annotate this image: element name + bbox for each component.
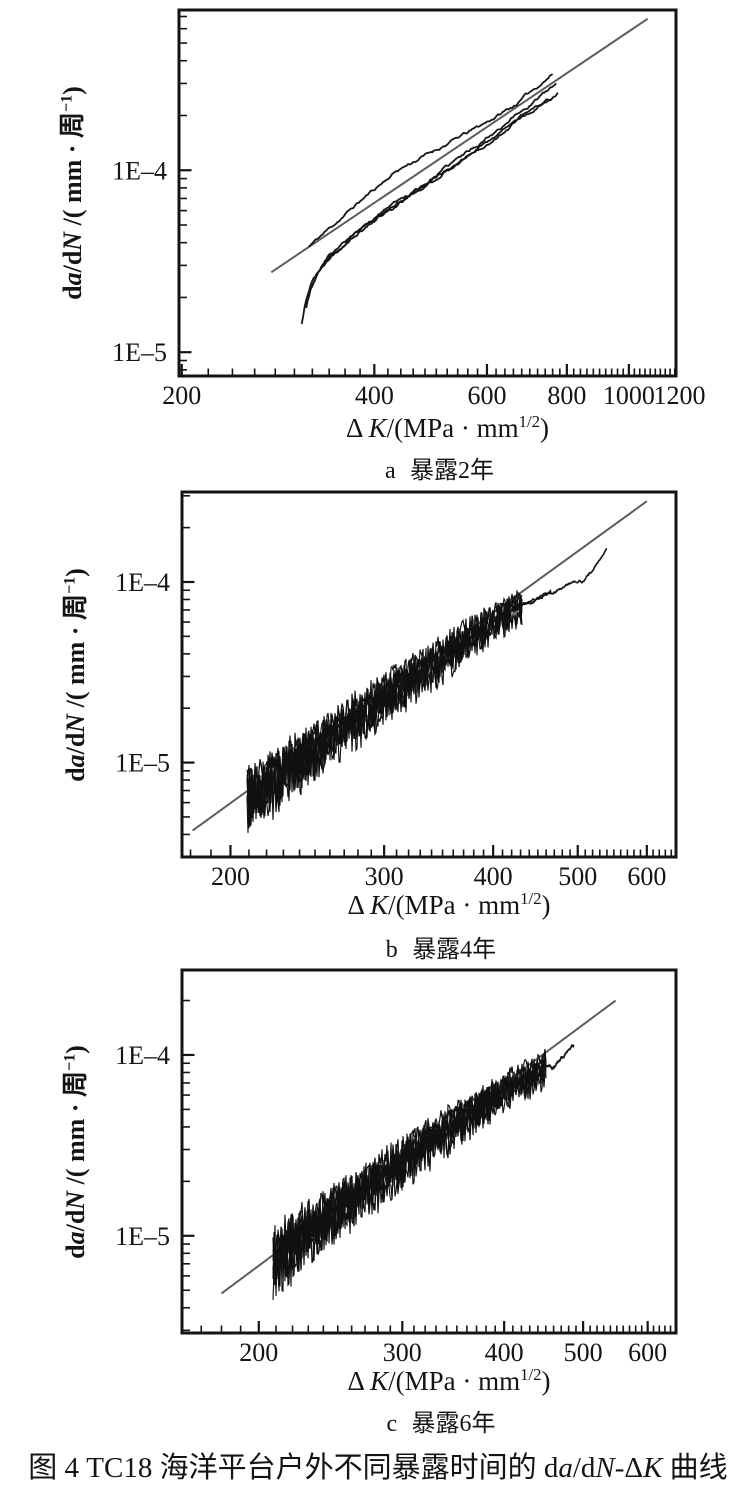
paris-fit-line xyxy=(270,17,649,274)
panel-caption-text: 暴露6年 xyxy=(411,1411,496,1437)
y-tick-label: 1E–4 xyxy=(115,1041,170,1070)
panel-b-caption: b 暴露4年 xyxy=(194,929,688,964)
y-tick-label: 1E–4 xyxy=(115,568,170,597)
y-axis-label-text: da/dN /( mm · 周−1) xyxy=(61,567,90,782)
x-tick-label: 800 xyxy=(547,381,586,410)
upper-tail-curve xyxy=(545,1044,575,1071)
x-tick-label: 200 xyxy=(239,1338,278,1367)
panel-a-caption: a 暴露2年 xyxy=(191,450,688,485)
y-tick-label: 1E–5 xyxy=(115,1222,170,1251)
panel-caption-text: 暴露2年 xyxy=(410,458,495,484)
x-tick-label: 300 xyxy=(365,862,404,891)
plot-border xyxy=(180,968,678,1335)
series-group xyxy=(270,17,649,325)
x-tick-label: 600 xyxy=(628,1338,667,1367)
y-axis-label: da/dN /( mm · 周−1) xyxy=(55,505,90,845)
x-tick-label: 1000 xyxy=(603,381,655,410)
x-axis-label: Δ K/(MPa · mm1/2) xyxy=(347,889,551,920)
noisy-data-band xyxy=(246,589,523,803)
y-axis-label-text: da/dN /( mm · 周−1) xyxy=(58,86,87,300)
delta-symbol: Δ xyxy=(345,413,369,443)
noisy-data-band xyxy=(272,1049,547,1287)
specimen-curve-4 xyxy=(311,98,553,286)
panel-letter: b xyxy=(385,937,398,963)
x-tick-label: 400 xyxy=(355,381,394,410)
y-tick-label: 1E–4 xyxy=(112,156,167,185)
x-tick-label: 500 xyxy=(558,862,597,891)
figure-caption: 图 4 TC18 海洋平台户外不同暴露时间的 da/dN-ΔK 曲线 xyxy=(28,1452,728,1484)
short-tail-curve xyxy=(515,589,552,610)
x-tick-label: 300 xyxy=(383,1338,422,1367)
panel-letter: c xyxy=(386,1411,398,1437)
delta-symbol: Δ xyxy=(347,890,371,920)
series-group xyxy=(192,500,648,833)
x-tick-label: 200 xyxy=(211,862,250,891)
y-axis-label: da/dN /( mm · 周−1) xyxy=(52,23,87,363)
panel-letter: a xyxy=(384,458,396,484)
y-tick-label: 1E–5 xyxy=(112,338,167,367)
x-tick-label: 400 xyxy=(485,1338,524,1367)
x-axis-label: Δ K/(MPa · mm1/2) xyxy=(347,1365,551,1396)
x-tick-label: 200 xyxy=(162,381,201,410)
panel-c-caption: c 暴露6年 xyxy=(194,1403,688,1438)
x-tick-label: 400 xyxy=(474,862,513,891)
specimen-curve-3 xyxy=(305,92,559,309)
chart-panel-b: 200 300 400 500 600 1E–5 1E–4 xyxy=(115,490,678,891)
plot-border xyxy=(177,8,678,378)
upper-tail-curve xyxy=(521,547,608,606)
plot-border xyxy=(180,490,678,859)
x-tick-label: 1200 xyxy=(653,381,705,410)
series-group xyxy=(220,999,617,1300)
y-axis-label-text: da/dN /( mm · 周−1) xyxy=(61,1044,90,1259)
specimen-curve-1 xyxy=(308,73,554,248)
delta-symbol: Δ xyxy=(347,1366,371,1396)
x-axis-label: Δ K/(MPa · mm1/2) xyxy=(345,412,550,443)
x-tick-label: 500 xyxy=(564,1338,603,1367)
x-tick-label: 600 xyxy=(467,381,506,410)
chart-panel-c: 200 300 400 500 600 1E–5 1E–4 xyxy=(115,968,678,1367)
panel-caption-text: 暴露4年 xyxy=(412,937,497,963)
y-tick-label: 1E–5 xyxy=(115,749,170,778)
x-tick-label: 600 xyxy=(627,862,666,891)
y-axis-label: da/dN /( mm · 周−1) xyxy=(55,982,90,1322)
